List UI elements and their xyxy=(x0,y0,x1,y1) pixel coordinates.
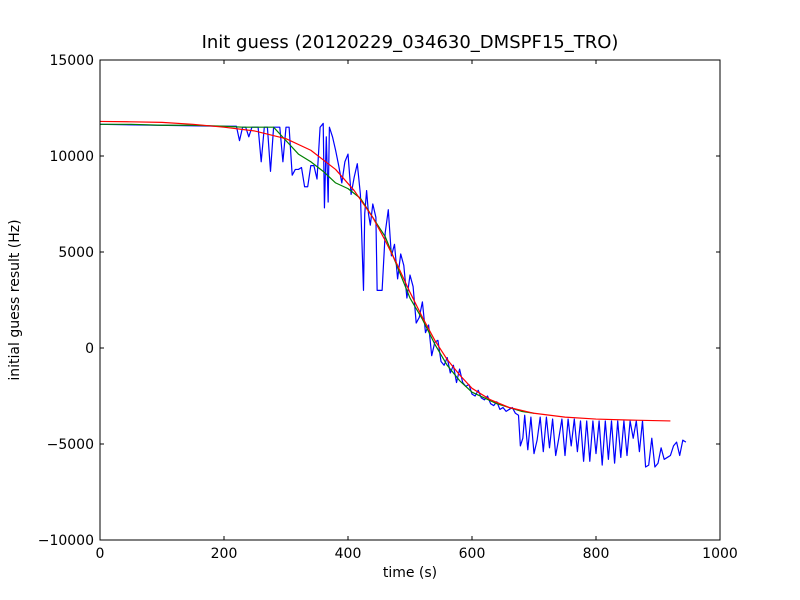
x-axis-label: time (s) xyxy=(383,565,437,581)
y-tick-label: 5000 xyxy=(58,245,94,261)
x-tick-label: 1000 xyxy=(702,546,738,562)
plot-frame xyxy=(99,59,721,541)
x-tick-label: 0 xyxy=(96,546,105,562)
x-tick-label: 800 xyxy=(583,546,610,562)
y-axis-label: initial guess result (Hz) xyxy=(7,219,23,380)
x-tick-label: 200 xyxy=(211,546,238,562)
y-tick-label: 0 xyxy=(85,341,94,357)
y-tick-label: −5000 xyxy=(47,437,94,453)
series-layer xyxy=(99,120,687,468)
plot-area xyxy=(100,60,720,540)
series-line-2 xyxy=(100,123,535,414)
x-tick-label: 400 xyxy=(335,546,362,562)
x-tick-label: 600 xyxy=(459,546,486,562)
y-tick-label: 15000 xyxy=(49,53,94,69)
ticks-layer: 0 200 400 600 800 1000 −10000 −5000 0 5000 10000 15… xyxy=(38,53,738,562)
series-line-3 xyxy=(99,120,671,422)
y-tick-label: 10000 xyxy=(49,149,94,165)
chart-title: Init guess (20120229_034630_DMSPF15_TRO) xyxy=(202,32,619,53)
series-line-1 xyxy=(99,122,687,468)
y-tick-label: −10000 xyxy=(38,533,94,549)
